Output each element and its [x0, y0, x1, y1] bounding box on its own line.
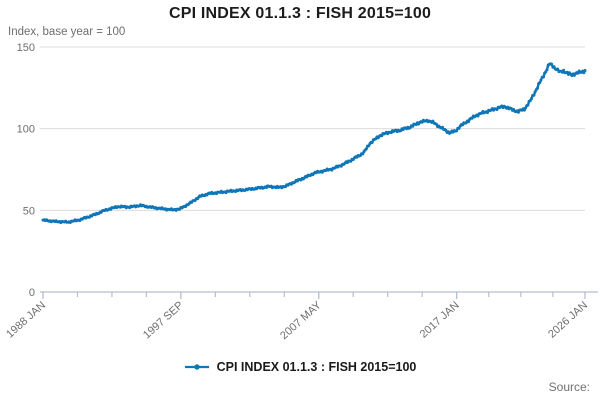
source-label: Source:: [548, 380, 590, 394]
chart-subtitle: Index, base year = 100: [8, 26, 126, 38]
svg-text:1997 SEP: 1997 SEP: [141, 299, 186, 341]
svg-text:100: 100: [17, 124, 35, 136]
svg-text:0: 0: [29, 287, 35, 299]
x-axis-ticks: [42, 292, 586, 299]
svg-text:2017 JAN: 2017 JAN: [418, 299, 462, 340]
svg-text:2026 JAN: 2026 JAN: [546, 299, 590, 340]
chart-legend: CPI INDEX 01.1.3 : FISH 2015=100: [0, 360, 600, 374]
chart-title: CPI INDEX 01.1.3 : FISH 2015=100: [168, 5, 432, 22]
x-axis-labels: 1988 JAN 1997 SEP 2007 MAY 2017 JAN 2026 JAN: [4, 299, 590, 342]
svg-text:1988 JAN: 1988 JAN: [4, 299, 48, 340]
svg-text:50: 50: [23, 205, 35, 217]
svg-text:2007 MAY: 2007 MAY: [278, 299, 324, 342]
svg-text:150: 150: [17, 42, 35, 54]
series-cpi-fish: [41, 62, 587, 225]
legend-series-label: CPI INDEX 01.1.3 : FISH 2015=100: [216, 360, 417, 374]
legend-line-marker-icon: [184, 364, 209, 370]
y-axis-labels: 0 50 100 150: [17, 42, 35, 299]
gridlines: [40, 46, 585, 211]
